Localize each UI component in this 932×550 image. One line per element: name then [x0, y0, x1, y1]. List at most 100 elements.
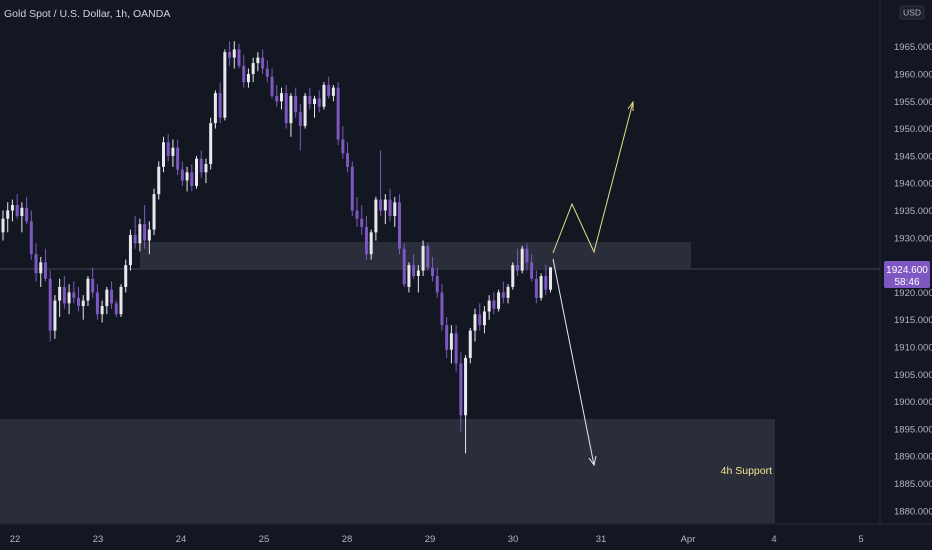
candle: [317, 90, 321, 113]
candle: [20, 202, 24, 233]
price-tick-label: 1895.000: [894, 424, 932, 435]
candle: [110, 281, 114, 309]
candle-body: [402, 248, 406, 285]
candle-body: [185, 172, 189, 181]
candle-body: [228, 52, 232, 58]
candle-body: [100, 306, 104, 315]
candle-body: [473, 314, 477, 331]
candle-body: [15, 205, 19, 216]
candle: [232, 41, 236, 69]
candle: [454, 325, 458, 372]
candle: [346, 142, 350, 173]
candle-body: [468, 330, 472, 358]
bullish-projection-path[interactable]: [552, 101, 634, 254]
candle-body: [459, 363, 463, 416]
currency-badge[interactable]: [899, 5, 925, 20]
candle: [119, 284, 123, 317]
candle-body: [95, 292, 99, 315]
candle: [185, 166, 189, 192]
candle-body: [237, 49, 241, 66]
candle-body: [20, 207, 24, 216]
candle: [402, 243, 406, 287]
candle-body: [435, 276, 439, 293]
candle: [412, 254, 416, 279]
candle: [25, 196, 29, 225]
candle-body: [209, 123, 213, 165]
candle: [133, 215, 137, 249]
candle-body: [25, 207, 29, 222]
candle-body: [534, 278, 538, 298]
candle-body: [426, 245, 430, 268]
candle: [369, 229, 373, 260]
candle-body: [133, 235, 137, 244]
candle: [289, 93, 293, 137]
candle-body: [383, 199, 387, 211]
candle-body: [397, 202, 401, 249]
candle-body: [440, 292, 444, 326]
candle-body: [53, 300, 57, 331]
candle-body: [346, 153, 350, 167]
price-scale[interactable]: 1965.000 1960.000 1955.000 1950.000 1945.000…: [894, 42, 932, 517]
bearish-projection-path[interactable]: [552, 258, 595, 466]
symbol-title[interactable]: Gold Spot / U.S. Dollar, 1h, OANDA: [4, 8, 170, 20]
candle: [67, 284, 71, 315]
candle: [195, 155, 199, 189]
candle: [492, 292, 496, 315]
resistance-zone[interactable]: [140, 242, 691, 268]
candle: [34, 243, 38, 282]
candle: [449, 325, 453, 364]
candle: [204, 158, 208, 184]
candle: [294, 87, 298, 118]
price-tick-label: 1940.000: [894, 179, 932, 190]
candle: [388, 188, 392, 222]
candle-body: [58, 286, 62, 301]
candle-body: [199, 158, 203, 173]
candle: [530, 254, 534, 282]
price-tick-label: 1905.000: [894, 370, 932, 381]
candle: [506, 284, 510, 304]
candle: [360, 205, 364, 236]
candle-body: [515, 265, 519, 271]
candle: [336, 82, 340, 145]
candle-body: [313, 98, 317, 105]
candle-body: [530, 262, 534, 279]
candle: [100, 300, 104, 323]
candle: [176, 139, 180, 176]
candle: [43, 248, 47, 282]
candle: [199, 150, 203, 178]
candle-body: [265, 68, 269, 77]
candle: [416, 265, 420, 293]
candles-group: [1, 41, 553, 454]
candle: [355, 196, 359, 227]
candle-body: [10, 205, 14, 211]
candle: [62, 276, 66, 309]
candle-body: [270, 76, 274, 96]
candle-body: [138, 224, 142, 244]
candle: [482, 306, 486, 334]
candle: [364, 215, 368, 260]
candle: [124, 259, 128, 293]
candle: [459, 352, 463, 432]
candle-body: [525, 248, 529, 263]
price-tick-label: 1965.000: [894, 42, 932, 53]
candle-body: [336, 87, 340, 140]
candle-body: [176, 147, 180, 170]
candle-body: [374, 199, 378, 233]
candle: [114, 300, 118, 317]
candle: [525, 243, 529, 271]
time-tick-label: 30: [508, 534, 519, 545]
candle-body: [180, 169, 184, 181]
candle: [1, 210, 5, 241]
candle-body: [506, 286, 510, 298]
candle: [322, 82, 326, 110]
support-zone[interactable]: [0, 419, 775, 523]
candle: [407, 262, 411, 293]
candle-body: [544, 276, 548, 290]
candle: [95, 284, 99, 320]
time-scale[interactable]: 22 23 24 25 28 29 30 31 Apr 4 5: [10, 534, 864, 545]
candle: [501, 281, 505, 304]
candle-body: [128, 235, 132, 266]
time-tick-label: 25: [259, 534, 270, 545]
